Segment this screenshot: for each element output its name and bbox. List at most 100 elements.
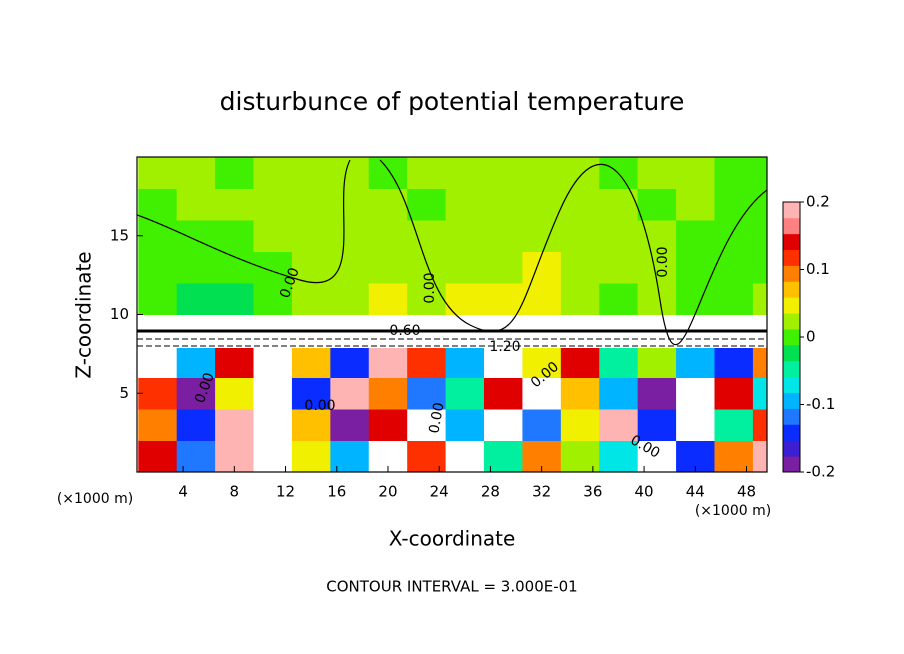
footer-note: CONTOUR INTERVAL = 3.000E-01 [326, 578, 577, 596]
heat-cell [445, 220, 485, 252]
heat-cell [445, 157, 485, 189]
heat-cell [714, 346, 754, 378]
heat-cell [176, 440, 216, 472]
heat-cell [445, 409, 485, 441]
heat-cell [637, 188, 677, 221]
heat-cell [522, 409, 562, 441]
heat-cell [676, 283, 715, 315]
heat-cell [291, 440, 331, 472]
colorbar-swatch [783, 297, 800, 314]
heat-cell [599, 440, 639, 472]
heat-cell [291, 220, 331, 252]
heat-cell [253, 220, 293, 252]
heat-cell [368, 283, 408, 315]
heat-cell [330, 220, 370, 252]
field [138, 157, 767, 472]
heat-cell [676, 409, 715, 441]
heat-cell [752, 377, 767, 410]
heat-cell [368, 220, 408, 252]
heat-cell [291, 377, 331, 410]
heat-cell [714, 220, 754, 252]
heat-cell [176, 157, 216, 189]
heat-cell [138, 157, 178, 189]
y-tick-label: 10 [110, 305, 129, 323]
colorbar-swatch [783, 329, 800, 346]
x-axis-label: X-coordinate [389, 527, 516, 551]
heat-cell [253, 157, 293, 189]
heat-cell [522, 220, 562, 252]
contour-label: 0.00 [655, 246, 671, 277]
heat-cell [176, 346, 216, 378]
colorbar-swatch [783, 344, 800, 362]
contour-label: 0.00 [426, 401, 447, 434]
heat-cell [560, 346, 600, 378]
heat-cell [637, 157, 677, 189]
colorbar-swatch [783, 313, 800, 330]
heat-cell [291, 188, 331, 221]
heat-cell [752, 440, 767, 472]
heat-cell [138, 440, 178, 472]
heat-cell [176, 220, 216, 252]
heat-cell [637, 377, 677, 410]
heat-cell [714, 157, 754, 189]
heat-cell [714, 188, 754, 221]
heat-cell [215, 409, 255, 441]
x-tick-label: 12 [276, 483, 295, 501]
heat-cell [484, 283, 523, 315]
heat-cell [637, 409, 677, 441]
heat-cell [484, 377, 523, 410]
colorbar-swatch [783, 281, 800, 298]
heat-cell [445, 251, 485, 284]
y-axis-label: Z-coordinate [72, 251, 96, 378]
colorbar-swatch [783, 249, 800, 266]
heat-cell [176, 377, 216, 410]
heat-cell [676, 346, 715, 378]
colorbar-swatch [783, 424, 800, 441]
heat-cell [484, 188, 523, 221]
colorbar-swatch [783, 376, 800, 393]
heat-cell [560, 188, 600, 221]
x-tick-label: 48 [737, 483, 756, 501]
heat-cell [522, 251, 562, 284]
x-tick-label: 44 [686, 483, 705, 501]
y-tick-label: 15 [110, 226, 129, 244]
heat-cell [330, 409, 370, 441]
heat-cell [215, 220, 255, 252]
heat-cell [637, 346, 677, 378]
heat-cell [560, 409, 600, 441]
heat-cell [752, 409, 767, 441]
heat-cell [176, 409, 216, 441]
heat-cell [330, 346, 370, 378]
heat-cell [138, 251, 178, 284]
heat-cell [215, 157, 255, 189]
colorbar-swatch [783, 202, 800, 219]
heat-cell [676, 220, 715, 252]
heat-cell [445, 188, 485, 221]
heat-cell [253, 409, 293, 441]
heat-cell [676, 188, 715, 221]
heat-cell [560, 377, 600, 410]
heat-cell [368, 157, 408, 189]
contours: 0.000.000.000.601.200.00 0.000.000.000.00 [137, 159, 767, 462]
heat-cell [599, 251, 639, 284]
heat-cell [560, 157, 600, 189]
colorbar-tick-label: 0 [806, 328, 816, 346]
heat-cell [407, 157, 447, 189]
heat-cell [484, 440, 523, 472]
colorbar: -0.2 -0.1 0 0.1 0.2 [782, 193, 835, 481]
x-unit-label: (×1000 m) [57, 491, 133, 507]
heat-cell [407, 346, 447, 378]
heat-cell [752, 251, 767, 284]
heat-cell [138, 346, 178, 378]
heat-cell [522, 157, 562, 189]
heat-cell [138, 377, 178, 410]
heat-cell [368, 377, 408, 410]
x-tick-label: 20 [378, 483, 397, 501]
heat-cell [599, 283, 639, 315]
heat-cell [291, 346, 331, 378]
x-tick-label: 36 [583, 483, 602, 501]
contour-label: 0.00 [422, 272, 438, 303]
heat-cell [599, 220, 639, 252]
heat-cell [176, 188, 216, 221]
